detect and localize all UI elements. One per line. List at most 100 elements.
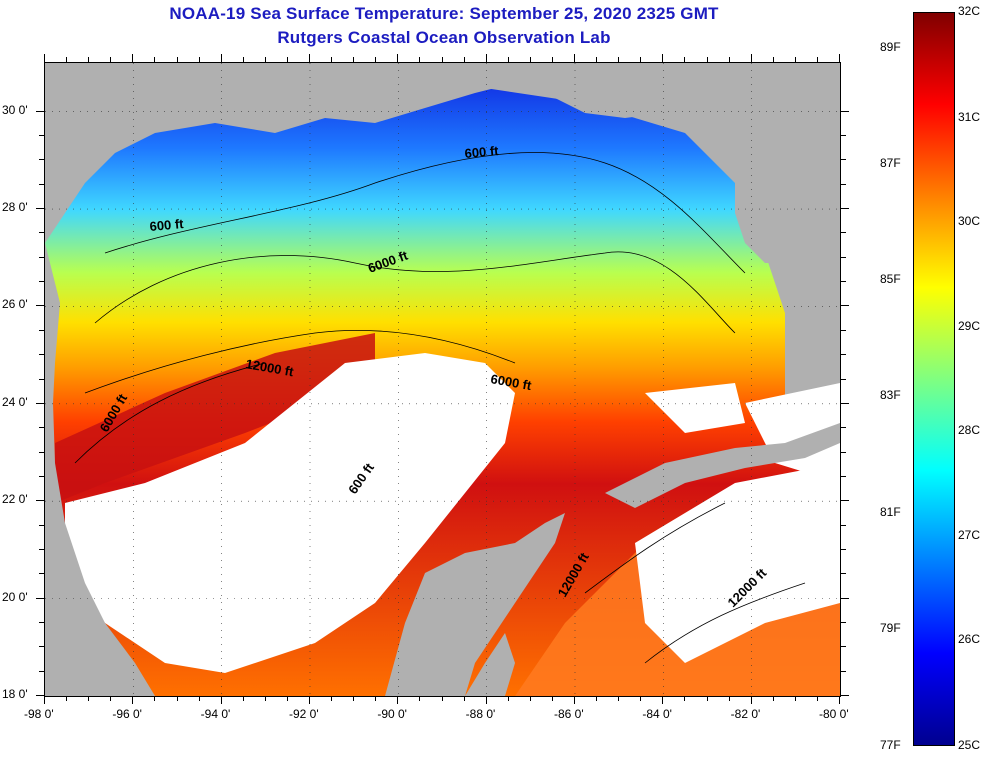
latitude-tick (39, 159, 44, 161)
longitude-tick-label: -80 0' (819, 707, 849, 721)
latitude-tick (841, 378, 846, 380)
longitude-tick (264, 57, 266, 62)
longitude-tick (507, 57, 509, 62)
longitude-tick (816, 57, 818, 62)
longitude-tick (88, 57, 90, 62)
latitude-tick (39, 329, 44, 331)
temperature-colorbar (913, 12, 955, 746)
contour-label: 600 ft (149, 216, 185, 234)
longitude-tick (419, 696, 421, 701)
latitude-tick-label: 22 0' (2, 492, 28, 507)
longitude-tick (529, 696, 531, 701)
longitude-tick (309, 54, 310, 62)
latitude-tick (39, 548, 44, 550)
latitude-tick (841, 646, 846, 648)
longitude-tick (706, 696, 708, 701)
latitude-tick (841, 451, 846, 453)
longitude-tick-label: -98 0' (24, 707, 54, 721)
longitude-tick (397, 696, 399, 704)
longitude-tick (309, 696, 310, 704)
latitude-tick (36, 110, 44, 112)
longitude-tick (574, 54, 575, 62)
latitude-tick (39, 135, 44, 137)
latitude-tick (39, 256, 44, 258)
longitude-tick (662, 696, 664, 704)
florida-peninsula-land (775, 63, 840, 363)
latitude-tick-label: 30 0' (2, 102, 28, 117)
latitude-tick-label: 18 0' (2, 687, 28, 701)
longitude-tick (242, 696, 244, 701)
latitude-tick (36, 402, 44, 404)
longitude-tick-label: -84 0' (642, 707, 672, 721)
latitude-tick (841, 573, 846, 575)
longitude-tick (353, 57, 355, 62)
contour-label: 6000 ft (489, 371, 533, 393)
latitude-tick (841, 597, 849, 599)
latitude-tick (36, 500, 44, 502)
latitude-tick (841, 159, 846, 161)
longitude-tick (839, 696, 840, 704)
latitude-tick (841, 402, 849, 404)
latitude-tick (36, 305, 44, 307)
longitude-tick (684, 696, 686, 701)
colorbar-fahrenheit-label: 85F (880, 272, 901, 287)
longitude-tick-label: -92 0' (289, 707, 319, 721)
longitude-tick-label: -94 0' (200, 707, 231, 721)
colorbar-fahrenheit-label: 89F (880, 39, 901, 54)
latitude-tick (841, 110, 849, 112)
cloud-mask-east (645, 383, 745, 433)
cuba-land (605, 423, 840, 508)
latitude-tick (841, 670, 846, 672)
colorbar-fahrenheit-label: 79F (880, 620, 901, 635)
longitude-tick (529, 57, 531, 62)
yucatan-land (385, 513, 565, 696)
longitude-tick (220, 54, 222, 62)
latitude-tick (39, 232, 44, 234)
longitude-tick (264, 696, 266, 701)
central-america-land (465, 633, 515, 696)
longitude-tick (728, 696, 730, 701)
longitude-tick (88, 696, 90, 701)
colorbar-celsius-label: 31C (958, 109, 981, 124)
longitude-tick (772, 696, 774, 701)
latitude-tick (841, 232, 846, 234)
longitude-tick (242, 57, 244, 62)
longitude-tick (44, 696, 45, 704)
longitude-tick-label: -82 0' (730, 707, 761, 721)
longitude-tick (331, 57, 333, 62)
map-title: NOAA-19 Sea Surface Temperature: Septemb… (169, 4, 719, 23)
latitude-tick (841, 427, 846, 429)
colorbar-celsius-label: 30C (958, 214, 981, 229)
cloud-mask-caribbean (635, 463, 840, 663)
longitude-tick (750, 696, 752, 704)
cloud-mask-florida-straits (745, 383, 840, 483)
longitude-tick (110, 57, 112, 62)
colorbar-celsius-label: 25C (958, 738, 981, 752)
latitude-tick (841, 524, 846, 526)
latitude-tick (39, 524, 44, 526)
latitude-tick-label: 20 0' (2, 589, 28, 604)
longitude-tick (463, 696, 465, 701)
longitude-tick (794, 57, 796, 62)
longitude-tick (794, 696, 796, 701)
longitude-tick (618, 57, 620, 62)
latitude-tick (39, 646, 44, 648)
longitude-tick (154, 696, 156, 701)
longitude-tick (176, 696, 178, 701)
longitude-tick (110, 696, 112, 701)
longitude-tick (132, 54, 134, 62)
longitude-tick (463, 57, 465, 62)
bathymetry-contours (74, 152, 806, 664)
longitude-tick (331, 696, 333, 701)
longitude-tick (839, 54, 840, 62)
longitude-tick (419, 57, 421, 62)
longitude-tick (596, 696, 598, 701)
latitude-tick (841, 183, 846, 185)
latitude-tick-label: 28 0' (2, 200, 28, 215)
latitude-tick (39, 573, 44, 575)
latitude-tick (36, 597, 44, 599)
latitude-tick (841, 281, 846, 283)
latitude-tick (841, 695, 849, 696)
longitude-tick (198, 696, 200, 701)
longitude-tick (441, 57, 443, 62)
